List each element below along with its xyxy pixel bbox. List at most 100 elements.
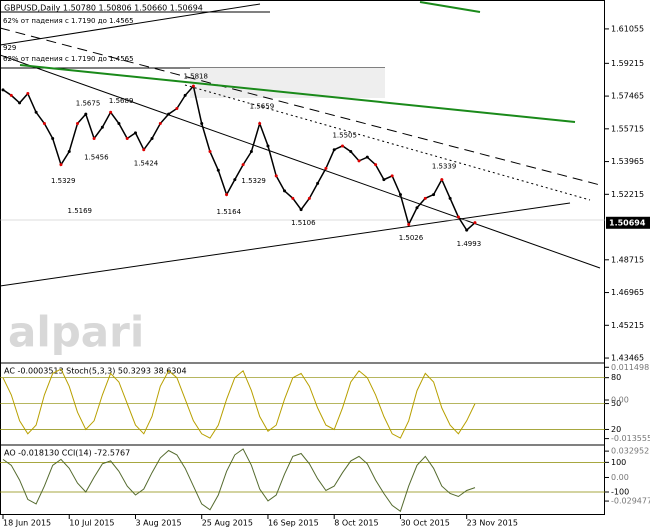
x-tick-label: 8 Oct 2015 <box>334 519 378 528</box>
y-tick-label: 1.53965 <box>611 157 644 166</box>
y-tick-label: 1.55715 <box>611 124 644 133</box>
y-tick-label: 80 <box>611 373 621 382</box>
y2-tick-label: -0.029477 <box>611 497 650 506</box>
close-point <box>465 228 469 232</box>
panel-title: GBPUSD,Daily 1.50780 1.50806 1.50660 1.5… <box>4 4 203 13</box>
price-annotation: 1.5675 <box>76 99 101 107</box>
price-annotation: 1.5456 <box>84 153 109 161</box>
close-point <box>200 121 204 125</box>
close-point <box>92 136 96 140</box>
close-point <box>307 196 311 200</box>
y-tick-label: 1.61055 <box>611 24 644 33</box>
close-point <box>440 178 444 182</box>
price-annotation: 1.5505 <box>332 131 357 139</box>
y-tick-label: -100 <box>611 488 629 497</box>
x-tick-label: 23 Nov 2015 <box>467 519 518 528</box>
close-point <box>291 196 295 200</box>
note: 929 <box>3 44 16 52</box>
close-point <box>76 121 80 125</box>
price-annotation: 1.5424 <box>134 159 159 167</box>
close-point <box>332 148 336 152</box>
close-point <box>158 121 162 125</box>
close-point <box>109 110 113 114</box>
close-point <box>117 121 121 125</box>
y-tick-label: 1.43465 <box>611 354 644 363</box>
close-point <box>59 163 63 167</box>
close-point <box>423 196 427 200</box>
price-annotation: 1.5818 <box>183 73 208 81</box>
close-point <box>299 208 303 212</box>
x-tick-label: 30 Oct 2015 <box>400 519 449 528</box>
price-annotation: 1.5169 <box>68 207 93 215</box>
close-point <box>448 196 452 200</box>
close-point <box>216 168 220 172</box>
close-point <box>390 174 394 178</box>
note: 62% от падения с 1.7190 до 1.4565 <box>3 55 134 63</box>
last-price-box <box>606 216 650 229</box>
close-point <box>233 178 237 182</box>
close-point <box>191 84 195 88</box>
price-annotation: 1.5106 <box>291 219 316 227</box>
close-point <box>432 193 436 197</box>
close-point <box>249 150 253 154</box>
close-point <box>51 136 55 140</box>
price-annotation: 1.5164 <box>217 208 242 216</box>
price-annotation: 1.5329 <box>241 177 266 185</box>
close-point <box>18 101 22 105</box>
close-point <box>208 150 212 154</box>
close-point <box>133 131 137 135</box>
x-tick-label: 3 Aug 2015 <box>135 519 181 528</box>
close-point <box>283 189 287 193</box>
close-point <box>456 215 460 219</box>
close-point <box>183 93 187 97</box>
price-annotation: 1.5329 <box>51 177 76 185</box>
y-tick-label: 50 <box>611 399 621 408</box>
close-point <box>398 193 402 197</box>
y-tick-label: 1.45215 <box>611 321 644 330</box>
close-point <box>415 206 419 210</box>
x-tick-label: 10 Jul 2015 <box>69 519 114 528</box>
close-point <box>150 136 154 140</box>
close-point <box>266 144 270 148</box>
y-tick-label: 1.57465 <box>611 92 644 101</box>
close-point <box>100 125 104 129</box>
close-point <box>382 178 386 182</box>
series-line <box>2 84 476 232</box>
close-point <box>167 112 171 116</box>
close-point <box>142 148 146 152</box>
close-point <box>34 110 38 114</box>
close-point <box>9 93 13 97</box>
close-point <box>241 163 245 167</box>
panel-title: AO -0.018130 CCI(14) -72.5767 <box>4 449 130 458</box>
panel-title: AC -0.0003513 Stoch(5,3,3) 50.3293 38.63… <box>4 367 187 376</box>
y-tick-label: 1.52215 <box>611 190 644 199</box>
price-annotation: 1.5339 <box>432 162 457 170</box>
price-annotation: 1.4993 <box>457 240 482 248</box>
close-point <box>175 107 179 111</box>
y2-tick-label: 0.011498 <box>611 363 649 372</box>
y-tick-label: 1.48715 <box>611 255 644 264</box>
close-point <box>258 121 262 125</box>
price-annotation: 1.5689 <box>109 97 134 105</box>
y2-tick-label: -0.013555 <box>611 434 650 443</box>
close-point <box>67 150 71 154</box>
close-point <box>473 221 477 225</box>
close-point <box>1 88 5 92</box>
close-point <box>274 174 278 178</box>
y-tick-label: 1.59215 <box>611 59 644 68</box>
trendlines <box>0 1 605 287</box>
y2-tick-label: 0.00 <box>611 396 629 405</box>
close-point <box>407 223 411 227</box>
watermark: alpari <box>8 308 144 357</box>
close-point <box>26 92 30 96</box>
close-point <box>324 166 328 170</box>
series-line <box>2 368 476 439</box>
close-point <box>340 144 344 148</box>
y-tick-label: 20 <box>611 425 621 434</box>
close-point <box>374 163 378 167</box>
y-tick-label: 100 <box>611 458 626 467</box>
x-tick-label: 18 Jun 2015 <box>3 519 51 528</box>
price-annotation: 1.5026 <box>399 234 424 242</box>
close-point <box>365 155 369 159</box>
